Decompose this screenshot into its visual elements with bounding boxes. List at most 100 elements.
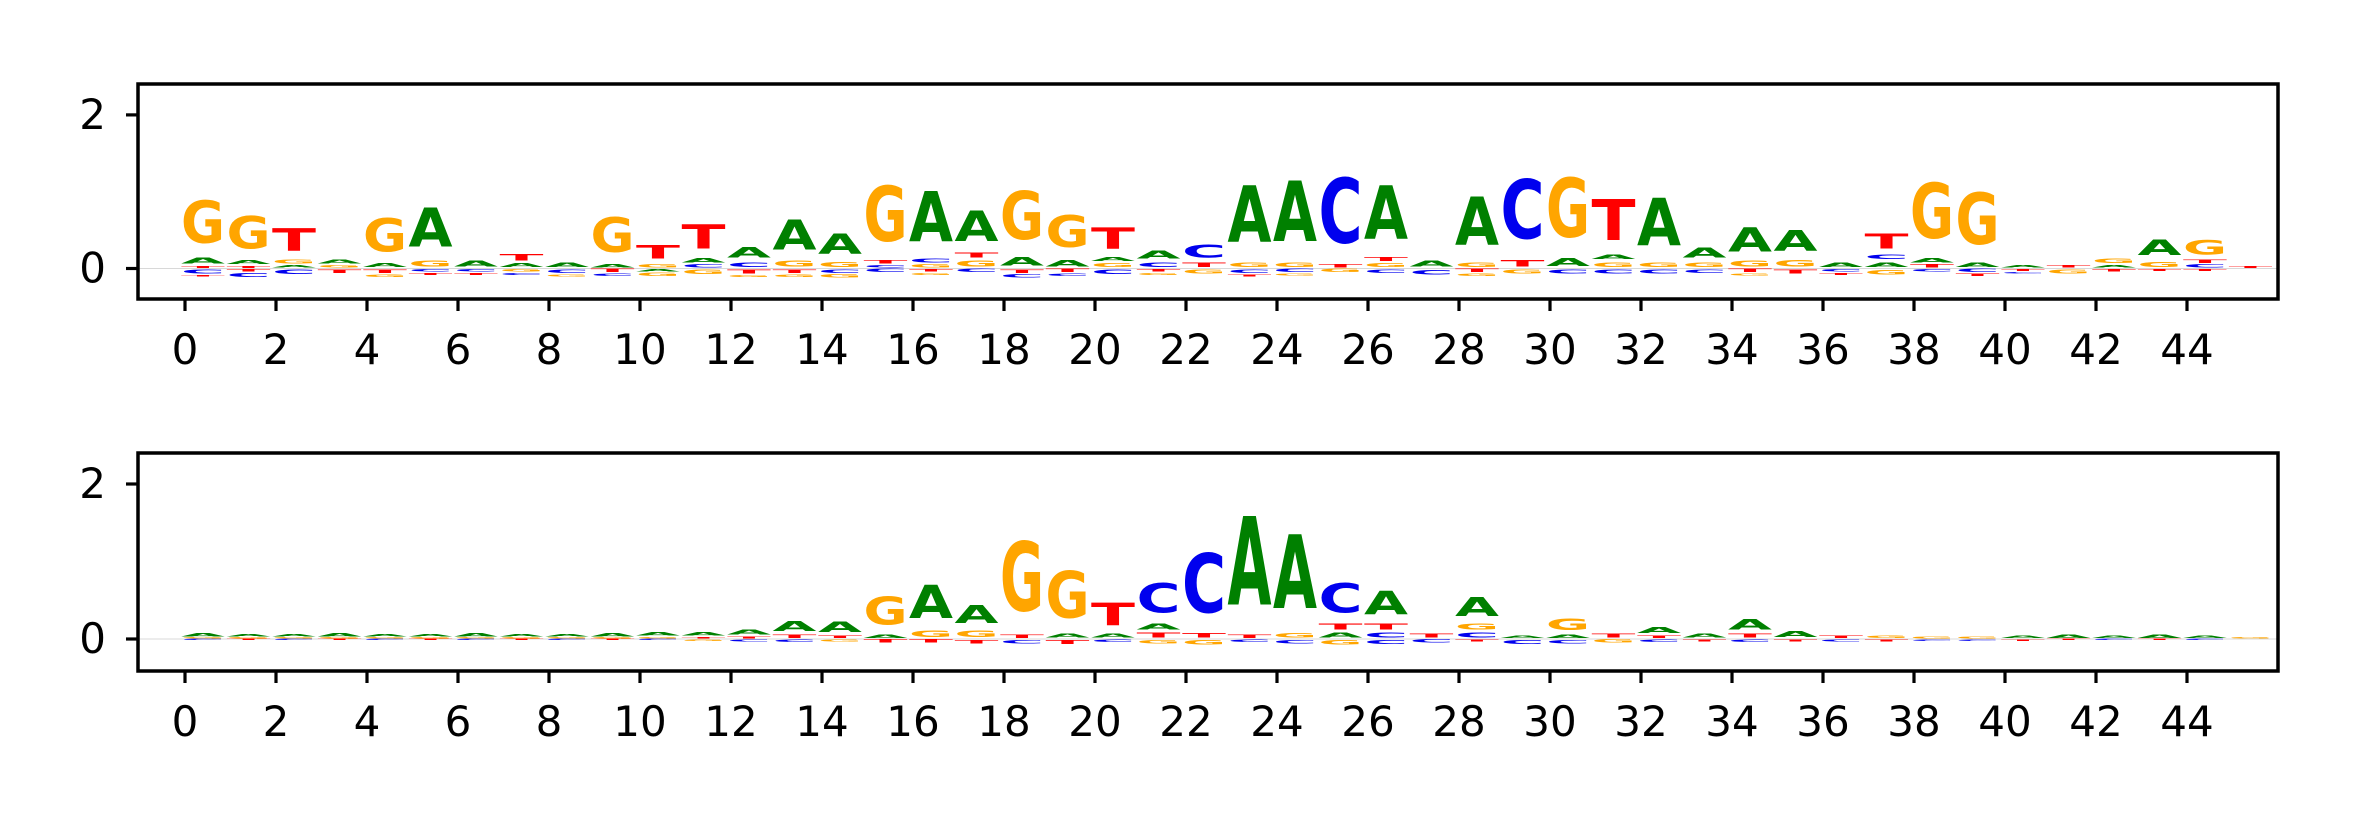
letter-stacks-top: TAGCTTAGTCAGTCGATAGTGGACTACTATGCACGAGTCG…	[181, 159, 2272, 278]
neg-pos-4-letter-C: C	[363, 639, 407, 641]
pos-29-letter-A: A	[1501, 635, 1545, 639]
pos-24-letter-A: A	[1273, 515, 1317, 632]
x-tick-label: 20	[1068, 325, 1121, 374]
neg-pos-7-letter-C: C	[500, 272, 544, 275]
pos-19-letter-G: G	[1046, 558, 1090, 633]
neg-pos-17-letter-C: C	[955, 269, 999, 274]
neg-pos-37-letter-T: T	[1865, 639, 1909, 642]
pos-44-letter-C: C	[2183, 264, 2227, 269]
pos-30-letter-G: G	[1546, 615, 1590, 634]
pos-44-letter-G: G	[2183, 237, 2227, 260]
neg-pos-10-letter-G: G	[636, 272, 680, 277]
pos-7-letter-A: A	[500, 262, 545, 268]
letter-stacks-bottom: GACGATGACGATGACGATGACGATGACGATGACTAGTACT…	[181, 493, 2272, 646]
pos-20-letter-A: A	[1091, 256, 1136, 262]
neg-pos-2-letter-C: C	[272, 269, 316, 276]
neg-pos-23-letter-T: T	[1228, 274, 1272, 277]
pos-14-letter-G: G	[818, 260, 862, 268]
neg-pos-37-letter-G: G	[1865, 269, 1909, 277]
neg-pos-20-letter-C: C	[1091, 639, 1135, 643]
neg-pos-16-letter-T: T	[909, 639, 953, 644]
x-tick-label: 28	[1432, 325, 1485, 374]
neg-pos-2-letter-C: C	[272, 639, 316, 641]
neg-pos-30-letter-C: C	[1546, 269, 1590, 275]
neg-pos-0-letter-C: C	[181, 639, 225, 641]
pos-3-letter-A: A	[318, 633, 362, 638]
pos-23-letter-T: T	[1228, 634, 1272, 639]
x-tick-label: 38	[1887, 697, 1940, 746]
neg-pos-9-letter-T: T	[591, 639, 635, 641]
pos-34-letter-T: T	[1728, 633, 1772, 639]
neg-pos-39-letter-C: C	[1956, 269, 2000, 274]
pos-42-letter-G: G	[2092, 257, 2136, 265]
pos-20-letter-T: T	[1091, 596, 1136, 632]
pos-6-letter-A: A	[454, 259, 499, 268]
pos-2-letter-A: A	[272, 634, 316, 638]
neg-pos-3-letter-T: T	[318, 639, 362, 641]
pos-40-letter-A: A	[2001, 265, 2045, 269]
pos-34-letter-A: A	[1728, 617, 1772, 633]
pos-41-letter-T: T	[2047, 265, 2091, 269]
neg-pos-19-letter-C: C	[1046, 273, 1090, 277]
x-tick-label: 26	[1341, 325, 1394, 374]
neg-pos-8-letter-C: C	[545, 269, 589, 274]
neg-pos-25-letter-G: G	[1319, 269, 1363, 274]
pos-12-letter-T: T	[727, 636, 771, 639]
pos-6-letter-G: G	[454, 637, 498, 639]
pos-24-letter-G: G	[1273, 261, 1317, 269]
pos-4-letter-A: A	[363, 262, 408, 268]
pos-28-letter-A: A	[1455, 592, 1499, 622]
neg-pos-36-letter-C: C	[1819, 269, 1863, 273]
neg-pos-8-letter-G: G	[545, 274, 589, 277]
neg-pos-40-letter-T: T	[2001, 639, 2045, 641]
pos-21-letter-C: C	[1137, 261, 1181, 269]
pos-23-letter-G: G	[1228, 261, 1272, 269]
pos-17-letter-A: A	[955, 601, 999, 630]
pos-9-letter-A: A	[591, 633, 635, 638]
pos-10-letter-G: G	[636, 263, 680, 268]
neg-pos-35-letter-T: T	[1774, 639, 1818, 642]
pos-40-letter-A: A	[2001, 635, 2045, 639]
neg-pos-8-letter-C: C	[545, 639, 589, 641]
pos-38-letter-A: A	[1910, 256, 1955, 264]
pos-35-letter-A: A	[1774, 224, 1818, 258]
neg-pos-34-letter-T: T	[1728, 269, 1772, 274]
x-tick-label: 26	[1341, 697, 1394, 746]
pos-16-letter-G: G	[909, 264, 953, 269]
x-tick-label: 2	[263, 325, 290, 374]
pos-11-letter-T: T	[682, 219, 726, 257]
x-tick-label: 12	[704, 325, 757, 374]
axes-border-bottom	[136, 451, 2280, 673]
pos-16-letter-A: A	[909, 576, 953, 629]
x-tick-label: 16	[886, 697, 939, 746]
pos-13-letter-A: A	[773, 211, 818, 259]
pos-31-letter-T: T	[1592, 189, 1636, 254]
pos-33-letter-G: G	[1683, 261, 1727, 269]
pos-22-letter-T: T	[1182, 632, 1226, 639]
pos-11-letter-T: T	[682, 637, 726, 639]
pos-15-letter-T: T	[864, 259, 908, 264]
pos-7-letter-T: T	[500, 252, 545, 262]
pos-38-letter-T: T	[1910, 264, 1954, 269]
neg-pos-21-letter-G: G	[1137, 639, 1181, 644]
neg-pos-13-letter-C: C	[773, 639, 817, 643]
pos-3-letter-G: G	[318, 637, 362, 639]
pos-22-letter-C: C	[1182, 241, 1226, 261]
x-tick-label: 6	[445, 325, 472, 374]
pos-25-letter-C: C	[1319, 576, 1363, 623]
pos-32-letter-A: A	[1637, 626, 1682, 635]
pos-19-letter-G: G	[1046, 206, 1090, 258]
pos-6-letter-A: A	[454, 633, 498, 638]
pos-34-letter-A: A	[1728, 221, 1772, 259]
x-tick-label: 30	[1523, 325, 1576, 374]
neg-pos-14-letter-G: G	[818, 639, 862, 642]
neg-pos-24-letter-C: C	[1273, 639, 1317, 644]
x-tick-label: 36	[1796, 325, 1849, 374]
neg-pos-7-letter-T: T	[500, 639, 544, 641]
x-tick-label: 2	[263, 697, 290, 746]
neg-pos-17-letter-T: T	[955, 639, 999, 644]
pos-26-letter-A: A	[1364, 172, 1408, 257]
neg-pos-19-letter-T: T	[1046, 269, 1090, 274]
neg-pos-33-letter-C: C	[1683, 269, 1727, 274]
neg-pos-38-letter-C: C	[1910, 639, 1954, 641]
